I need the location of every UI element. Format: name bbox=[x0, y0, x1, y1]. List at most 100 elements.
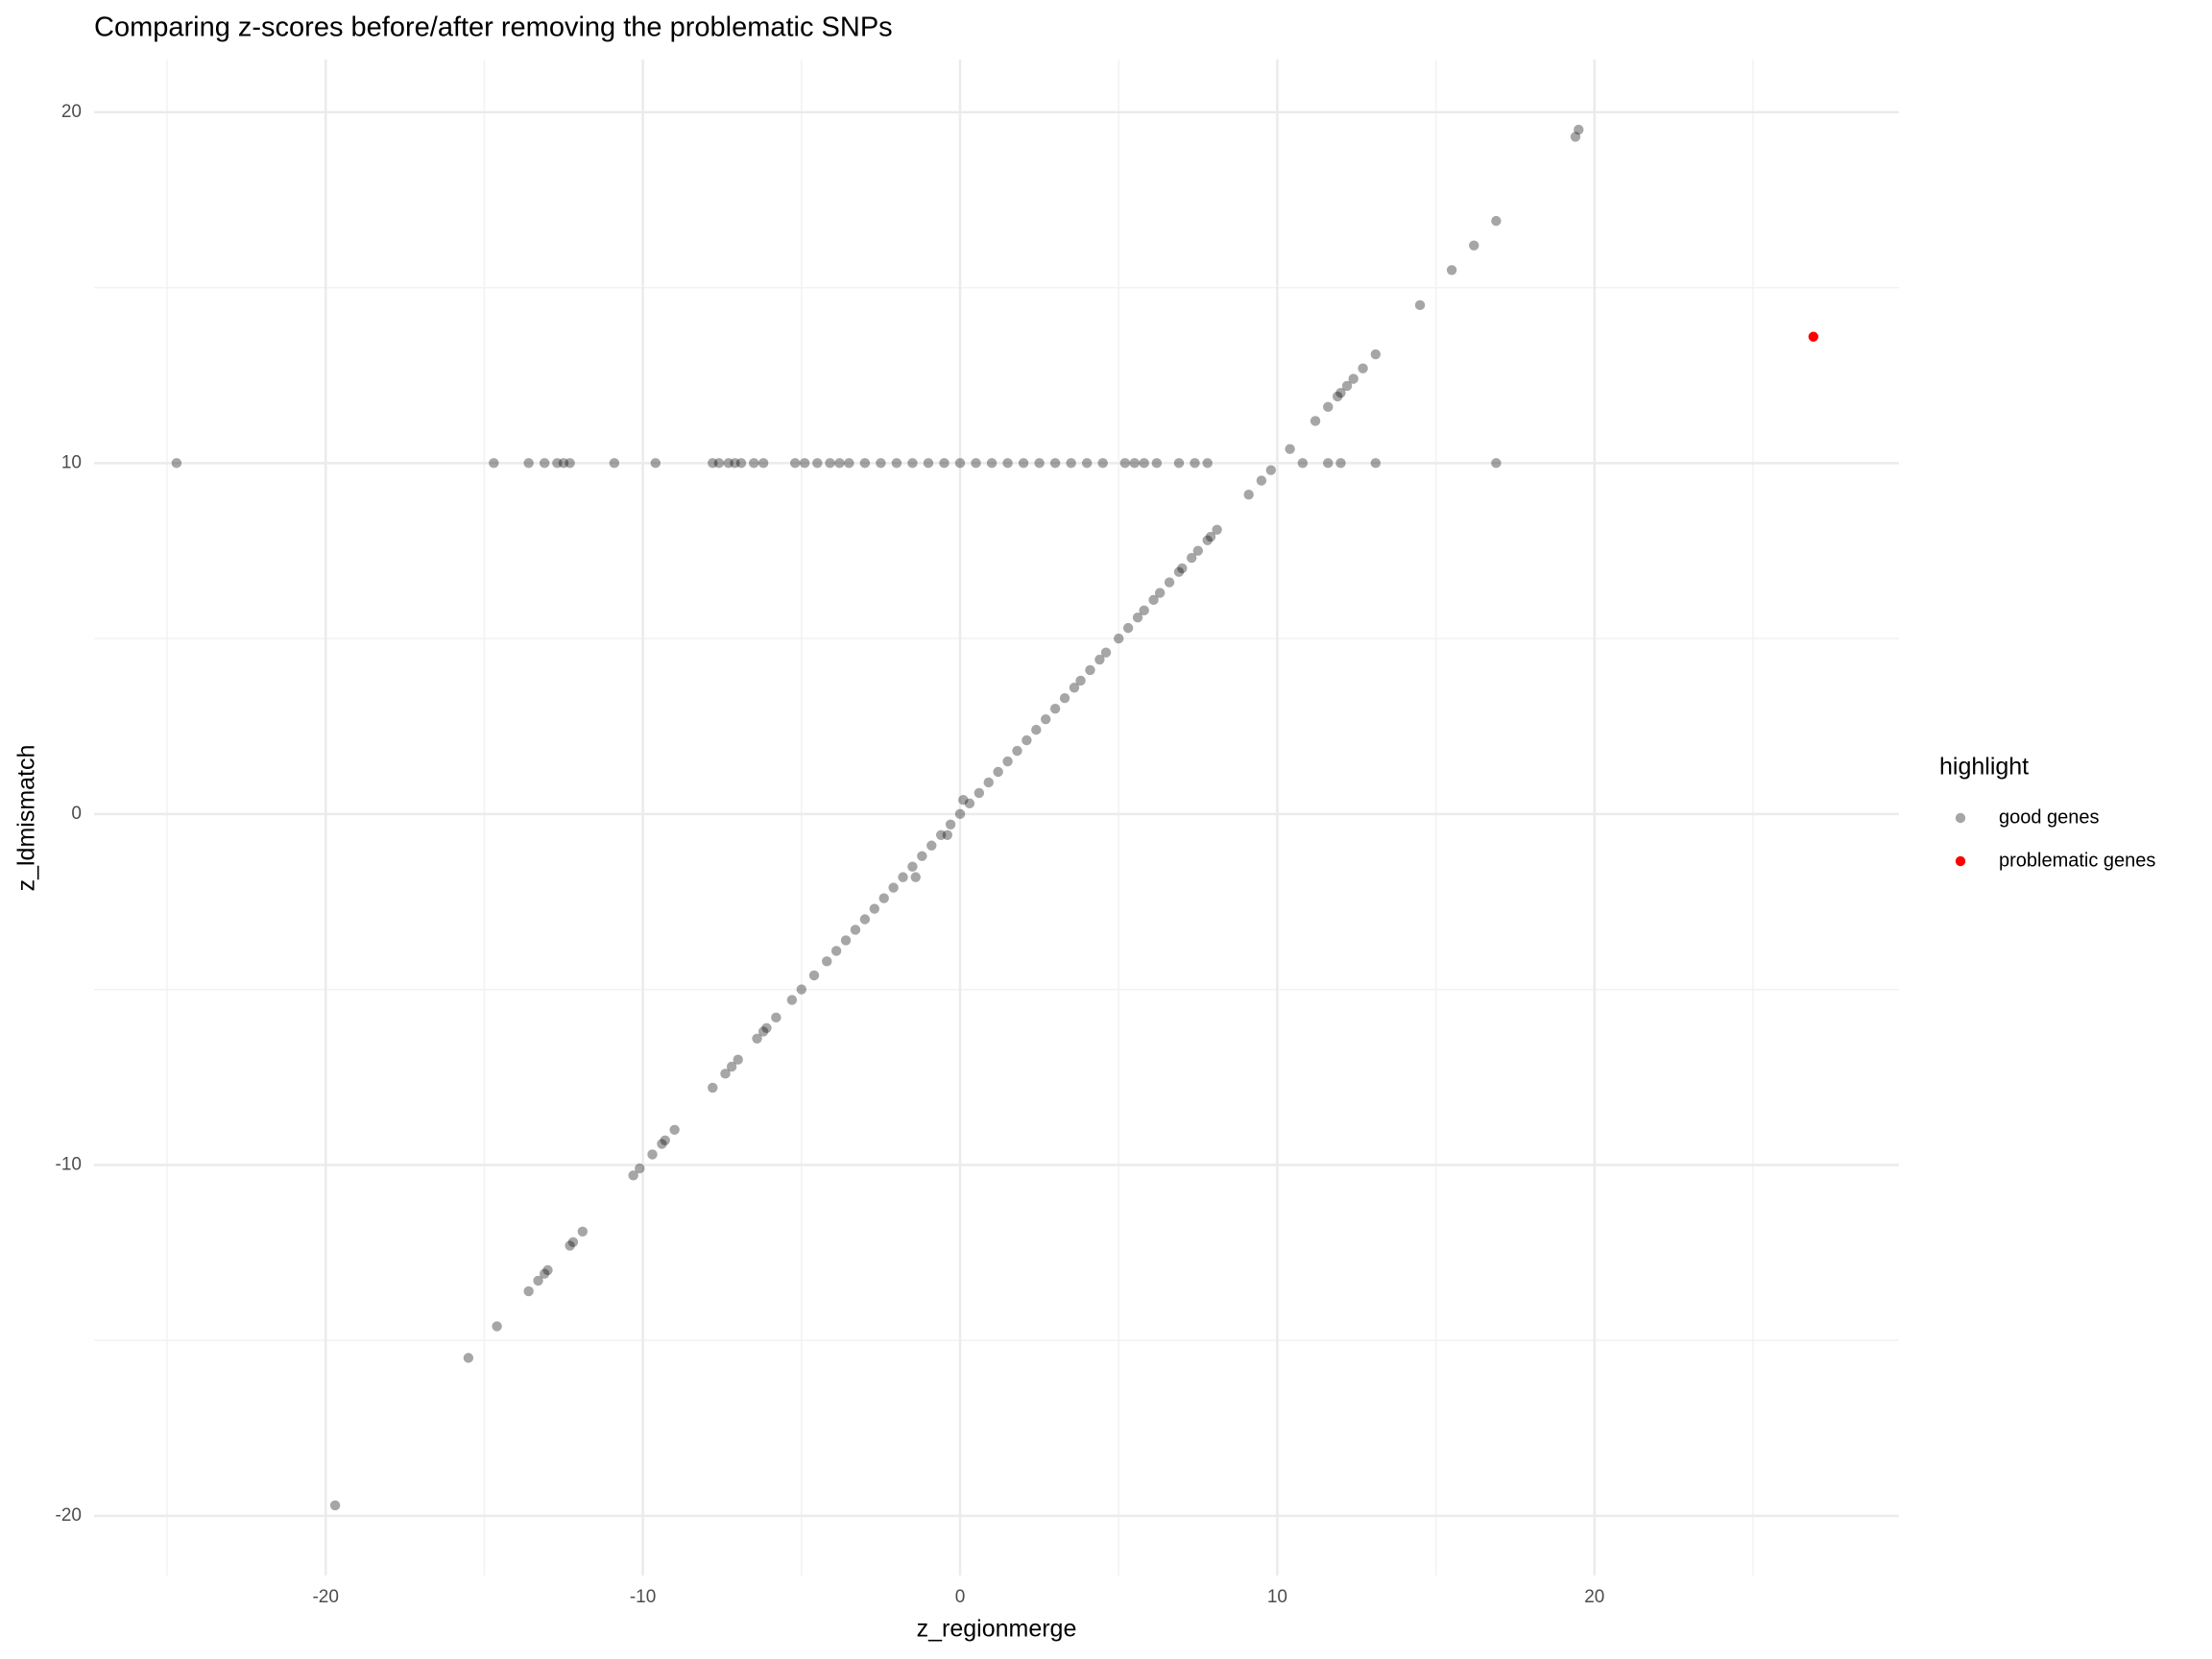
point bbox=[1491, 215, 1502, 227]
point bbox=[974, 787, 985, 799]
point bbox=[657, 1139, 667, 1149]
point bbox=[935, 830, 947, 840]
point bbox=[1069, 683, 1080, 693]
point bbox=[822, 956, 832, 967]
point bbox=[834, 458, 845, 469]
x-tick-label: 20 bbox=[1584, 1587, 1604, 1607]
legend-label: problematic genes bbox=[1999, 850, 2155, 871]
point bbox=[558, 458, 569, 469]
point bbox=[1341, 380, 1353, 392]
point bbox=[1310, 416, 1321, 426]
point bbox=[567, 1237, 579, 1247]
point bbox=[171, 458, 182, 469]
point bbox=[1186, 552, 1197, 564]
point bbox=[735, 458, 747, 469]
point bbox=[1323, 458, 1334, 469]
point bbox=[1132, 612, 1143, 623]
point bbox=[1190, 458, 1200, 469]
point bbox=[463, 1353, 474, 1363]
point bbox=[757, 458, 769, 469]
point bbox=[647, 1149, 658, 1160]
point bbox=[1059, 693, 1070, 704]
point bbox=[730, 458, 740, 469]
point bbox=[1034, 458, 1045, 469]
point bbox=[1097, 458, 1108, 469]
point bbox=[844, 458, 854, 469]
y-tick-label: 10 bbox=[61, 452, 82, 472]
point bbox=[489, 458, 499, 469]
point bbox=[1066, 458, 1076, 469]
point bbox=[1139, 458, 1149, 469]
legend-marker bbox=[1955, 855, 1966, 867]
point bbox=[635, 1163, 645, 1174]
point bbox=[983, 777, 994, 788]
point bbox=[986, 458, 998, 469]
point bbox=[1012, 745, 1022, 757]
point bbox=[1446, 265, 1457, 276]
point bbox=[329, 1500, 341, 1511]
point bbox=[1094, 654, 1105, 665]
point bbox=[796, 984, 807, 995]
point bbox=[1031, 724, 1042, 735]
point bbox=[761, 1022, 772, 1034]
point bbox=[523, 458, 534, 469]
point bbox=[1192, 545, 1204, 556]
point bbox=[523, 1286, 534, 1297]
point bbox=[708, 458, 718, 469]
point bbox=[939, 458, 950, 469]
point bbox=[958, 795, 969, 805]
point bbox=[945, 819, 956, 830]
y-tick-label: 20 bbox=[61, 102, 82, 122]
point bbox=[1491, 458, 1502, 469]
chart-title: Comparing z-scores before/after removing… bbox=[94, 12, 893, 43]
point bbox=[1139, 605, 1149, 616]
point bbox=[1256, 475, 1267, 486]
point bbox=[1154, 588, 1166, 598]
point bbox=[789, 458, 801, 469]
point bbox=[492, 1321, 502, 1332]
y-tick-label: 0 bbox=[71, 804, 82, 824]
point bbox=[1469, 240, 1479, 251]
point bbox=[565, 1240, 575, 1251]
point bbox=[1570, 132, 1581, 142]
point bbox=[1202, 458, 1213, 469]
point bbox=[726, 1061, 737, 1072]
legend-title: highlight bbox=[1939, 754, 2029, 781]
point bbox=[993, 766, 1003, 778]
point bbox=[1297, 458, 1309, 469]
point bbox=[1243, 490, 1254, 500]
y-tick-label: -20 bbox=[56, 1505, 82, 1526]
point bbox=[1164, 577, 1175, 588]
point bbox=[971, 458, 981, 469]
point bbox=[1119, 458, 1131, 469]
point bbox=[859, 458, 871, 469]
point bbox=[1041, 713, 1051, 725]
point bbox=[660, 1135, 670, 1145]
x-axis-label: z_regionmerge bbox=[917, 1616, 1077, 1643]
point bbox=[830, 946, 842, 956]
y-axis-label: z_ldmismatch bbox=[13, 745, 40, 892]
x-tick-label: -20 bbox=[312, 1587, 338, 1607]
point bbox=[1323, 401, 1334, 413]
point bbox=[1414, 300, 1426, 311]
point bbox=[1085, 664, 1095, 676]
point bbox=[1049, 458, 1061, 469]
point bbox=[1018, 458, 1029, 469]
point bbox=[1122, 622, 1134, 634]
point bbox=[1205, 531, 1216, 542]
point bbox=[752, 1033, 762, 1044]
point bbox=[888, 882, 899, 893]
point bbox=[876, 458, 886, 469]
legend-label: good genes bbox=[1999, 806, 2100, 828]
point bbox=[825, 458, 835, 469]
point bbox=[1173, 458, 1185, 469]
point bbox=[1370, 349, 1382, 360]
point bbox=[1114, 633, 1124, 644]
x-tick-label: -10 bbox=[630, 1587, 656, 1607]
point bbox=[539, 458, 550, 469]
legend-marker bbox=[1955, 812, 1966, 824]
point bbox=[628, 1170, 638, 1181]
point bbox=[786, 995, 798, 1005]
point bbox=[910, 872, 921, 882]
